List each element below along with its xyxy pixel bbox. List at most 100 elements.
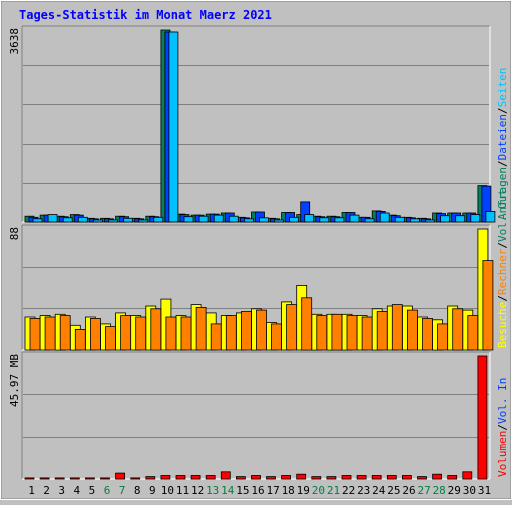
bar-seiten-18 bbox=[289, 216, 300, 223]
bar-rechner-14 bbox=[225, 315, 237, 351]
y-max-label: 88 bbox=[8, 227, 21, 240]
bar-rechner-30 bbox=[467, 315, 479, 351]
chart-title: Tages-Statistik im Monat Maerz 2021 bbox=[19, 8, 272, 22]
bar-seiten-8 bbox=[138, 219, 149, 223]
legend-item: Rechner bbox=[496, 248, 509, 295]
bar-volumen-23 bbox=[356, 475, 367, 480]
bar-volumen-12 bbox=[190, 475, 201, 480]
bar-rechner-18 bbox=[286, 304, 298, 351]
bar-volumen-17 bbox=[266, 476, 276, 480]
bar-volumen-22 bbox=[341, 475, 352, 480]
x-tick-label: 17 bbox=[266, 484, 279, 497]
legend-separator: / bbox=[496, 424, 509, 431]
legend-separator: / bbox=[496, 242, 509, 249]
bar-volumen-26 bbox=[401, 475, 412, 480]
bar-rechner-1 bbox=[29, 317, 41, 351]
bar-volumen-19 bbox=[296, 473, 307, 480]
bar-seiten-3 bbox=[62, 217, 73, 223]
bar-rechner-25 bbox=[391, 304, 403, 351]
bar-seiten-11 bbox=[183, 216, 194, 223]
x-tick-label: 24 bbox=[372, 484, 386, 497]
bar-rechner-19 bbox=[301, 297, 313, 351]
bar-seiten-24 bbox=[379, 212, 390, 223]
x-tick-label: 14 bbox=[221, 484, 235, 497]
bar-seiten-30 bbox=[470, 214, 481, 223]
bar-seiten-17 bbox=[274, 219, 284, 223]
bar-seiten-23 bbox=[364, 218, 375, 223]
x-tick-label: 4 bbox=[73, 484, 80, 497]
x-tick-label: 3 bbox=[58, 484, 65, 497]
bar-seiten-19 bbox=[304, 214, 315, 223]
x-tick-label: 30 bbox=[463, 484, 476, 497]
bar-rechner-12 bbox=[195, 306, 207, 351]
x-tick-label: 26 bbox=[402, 484, 415, 497]
bar-rechner-27 bbox=[422, 317, 433, 351]
panel-frames bbox=[21, 25, 491, 480]
bar-volumen-30 bbox=[462, 471, 473, 480]
bar-seiten-31 bbox=[485, 210, 496, 223]
x-tick-label: 10 bbox=[161, 484, 174, 497]
bar-seiten-5 bbox=[93, 219, 103, 223]
bar-rechner-9 bbox=[150, 308, 162, 351]
x-tick-label: 23 bbox=[357, 484, 370, 497]
bar-rechner-4 bbox=[74, 328, 86, 351]
bar-rechner-5 bbox=[90, 317, 101, 351]
legend-middle: Besuche/Rechner/Vol. Out bbox=[496, 189, 509, 348]
bar-volumen-9 bbox=[145, 476, 156, 480]
bar-volumen-25 bbox=[386, 475, 397, 480]
bar-volumen-16 bbox=[251, 475, 261, 480]
legends-layer: Anfragen/Dateien/SeitenBesuche/Rechner/V… bbox=[496, 68, 509, 477]
bar-rechner-2 bbox=[44, 316, 56, 351]
bar-volumen-1 bbox=[24, 477, 35, 480]
bar-volumen-29 bbox=[447, 475, 458, 480]
bar-seiten-1 bbox=[32, 218, 43, 223]
bar-rechner-28 bbox=[437, 323, 449, 351]
bar-seiten-4 bbox=[77, 216, 88, 223]
x-tick-label: 16 bbox=[251, 484, 264, 497]
bar-seiten-26 bbox=[409, 218, 420, 223]
x-tick-label: 8 bbox=[134, 484, 141, 497]
bar-volumen-7 bbox=[115, 472, 125, 480]
legend-item: Anfragen bbox=[496, 167, 509, 220]
x-tick-label: 28 bbox=[433, 484, 446, 497]
legend-item: Seiten bbox=[496, 68, 509, 108]
bar-seiten-13 bbox=[213, 214, 224, 223]
bar-rechner-22 bbox=[346, 315, 358, 351]
x-tick-label: 12 bbox=[191, 484, 204, 497]
bar-rechner-16 bbox=[256, 309, 267, 351]
x-tick-label: 2 bbox=[43, 484, 50, 497]
legend-item: Vol. Out bbox=[496, 189, 509, 242]
bar-seiten-7 bbox=[123, 217, 133, 223]
bar-volumen-6 bbox=[100, 477, 110, 480]
bar-volumen-10 bbox=[160, 475, 171, 480]
bar-volumen-11 bbox=[175, 475, 186, 480]
bar-seiten-20 bbox=[319, 217, 330, 223]
bar-volumen-31 bbox=[477, 355, 488, 480]
bar-seiten-22 bbox=[349, 214, 360, 223]
bar-volumen-5 bbox=[85, 477, 95, 480]
bar-rechner-23 bbox=[361, 316, 373, 351]
bar-seiten-6 bbox=[108, 219, 118, 223]
bar-seiten-12 bbox=[198, 215, 209, 223]
x-tick-label: 13 bbox=[206, 484, 219, 497]
x-tick-label: 22 bbox=[342, 484, 355, 497]
x-tick-label: 7 bbox=[119, 484, 126, 497]
bar-seiten-2 bbox=[47, 214, 58, 223]
bar-rechner-17 bbox=[271, 323, 282, 351]
bar-rechner-10 bbox=[165, 316, 177, 351]
bar-rechner-11 bbox=[180, 316, 192, 351]
bar-volumen-24 bbox=[371, 475, 382, 480]
legend-separator: / bbox=[496, 160, 509, 167]
bar-rechner-20 bbox=[316, 315, 328, 351]
x-tick-label: 6 bbox=[104, 484, 111, 497]
bar-rechner-21 bbox=[331, 313, 343, 351]
bar-volumen-15 bbox=[235, 476, 246, 480]
x-tick-label: 1 bbox=[28, 484, 35, 497]
legend-separator: / bbox=[496, 107, 509, 114]
bar-rechner-13 bbox=[210, 323, 222, 351]
bar-seiten-25 bbox=[394, 216, 405, 223]
bar-seiten-27 bbox=[425, 219, 435, 223]
